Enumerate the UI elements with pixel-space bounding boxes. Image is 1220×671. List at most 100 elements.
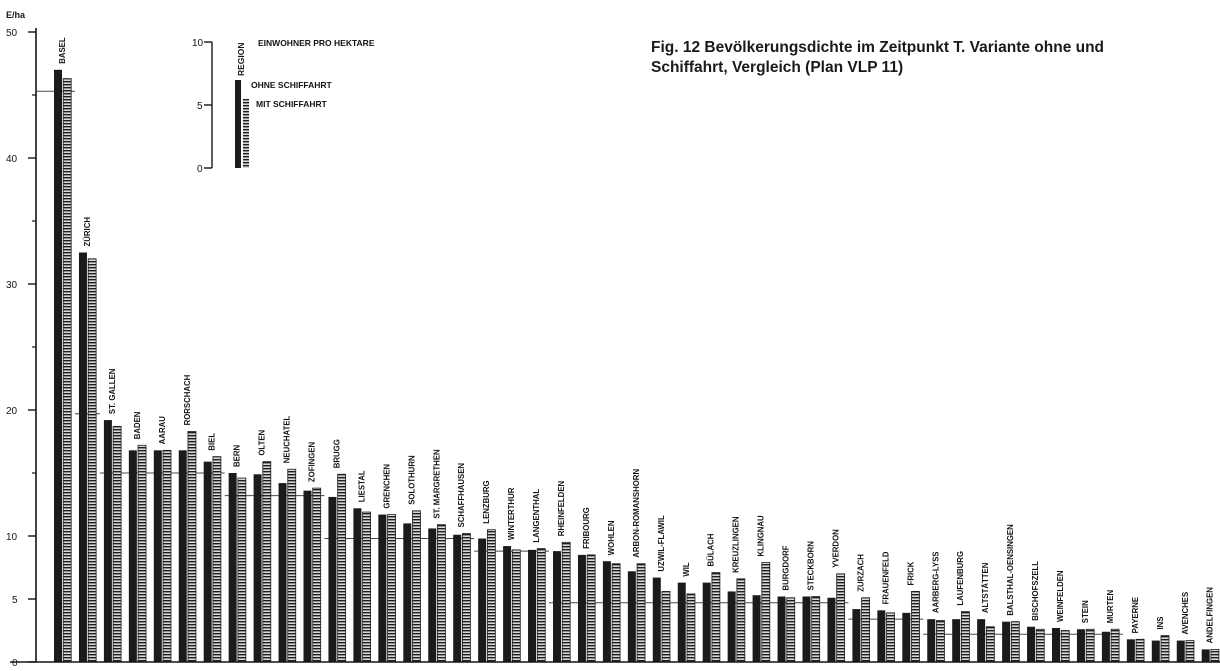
region-label-yverdon: YVERDON	[831, 529, 840, 568]
bar-mit-schiffahrt-zurzach	[861, 597, 870, 663]
region-label-avenches: AVENCHES	[1181, 592, 1190, 635]
bar-mit-schiffahrt-bischofszell	[1035, 628, 1045, 663]
region-label-olten: OLTEN	[258, 429, 267, 455]
y-tick-label-20: 20	[6, 406, 18, 417]
bar-mit-schiffahrt-brugg	[337, 473, 347, 663]
legend-region-label: REGION	[236, 42, 246, 76]
bar-mit-schiffahrt-wohlen	[611, 563, 621, 663]
bar-mit-schiffahrt-altstatten	[985, 626, 995, 663]
bar-mit-schiffahrt-laufenburg	[961, 611, 970, 663]
y-tick-label-30: 30	[6, 280, 18, 291]
region-label-zurich: ZÜRICH	[83, 217, 92, 247]
bar-ohne-schiffahrt-grenchen	[378, 514, 387, 662]
y-axis-unit-label: E/ha	[6, 10, 26, 20]
bar-mit-schiffahrt-murten	[1110, 628, 1120, 663]
region-label-ins: INS	[1156, 617, 1165, 630]
region-label-winterthur: WINTERTHUR	[507, 487, 516, 540]
region-label-andelfingen: ANDELFINGEN	[1206, 587, 1215, 644]
bar-mit-schiffahrt-solothurn	[412, 510, 421, 663]
legend-title: EINWOHNER PRO HEKTARE	[258, 38, 375, 48]
region-label-wohlen: WOHLEN	[607, 520, 616, 555]
bar-ohne-schiffahrt-bern	[228, 473, 237, 662]
bar-ohne-schiffahrt-yverdon	[827, 597, 836, 662]
region-label-bulach: BÜLACH	[707, 533, 716, 566]
bar-mit-schiffahrt-stein	[1085, 628, 1095, 663]
bar-mit-schiffahrt-winterthur	[511, 549, 521, 663]
bar-ohne-schiffahrt-bischofszell	[1027, 626, 1036, 662]
legend-bar-with	[243, 99, 249, 168]
bar-mit-schiffahrt-grenchen	[387, 514, 396, 663]
bar-ohne-schiffahrt-langenthal	[528, 549, 537, 662]
bar-ohne-schiffahrt-olten	[253, 474, 262, 662]
region-label-bischofszell: BISCHOFSZELL	[1031, 561, 1040, 621]
legend-tick-label-10: 10	[192, 38, 204, 49]
region-label-zofingen: ZOFINGEN	[308, 441, 317, 482]
bar-mit-schiffahrt-wil	[686, 593, 696, 663]
y-tick-label-10: 10	[6, 532, 18, 543]
bar-mit-schiffahrt-biel	[212, 456, 222, 663]
legend-bar-without	[235, 80, 241, 168]
region-label-brugg: BRUGG	[332, 439, 341, 468]
bar-mit-schiffahrt-aarberg-lyss	[936, 620, 945, 663]
region-label-zurzach: ZURZACH	[856, 554, 865, 592]
bar-ohne-schiffahrt-winterthur	[503, 546, 512, 662]
bar-ohne-schiffahrt-solothurn	[403, 523, 412, 662]
region-label-steckborn: STECKBORN	[807, 541, 816, 591]
region-label-payerne: PAYERNE	[1131, 597, 1140, 633]
bar-mit-schiffahrt-schaffhausen	[461, 533, 471, 663]
region-label-weinfelden: WEINFELDEN	[1056, 570, 1065, 622]
bar-mit-schiffahrt-burgdorf	[786, 597, 796, 663]
bar-ohne-schiffahrt-rheinfelden	[553, 551, 561, 662]
bar-mit-schiffahrt-basel	[62, 78, 72, 663]
region-label-uzwil-flawil: UZWIL-FLAWIL	[657, 515, 666, 572]
region-label-neuchatel: NEUCHATEL	[283, 415, 292, 463]
bar-mit-schiffahrt-rheinfelden	[561, 541, 571, 663]
region-label-arbon-romanshorn: ARBON-ROMANSHORN	[632, 469, 641, 558]
region-label-solothurn: SOLOTHURN	[407, 455, 416, 505]
region-label-langenthal: LANGENTHAL	[532, 489, 541, 543]
region-label-balsthal-oensingen: BALSTHAL-OENSINGEN	[1006, 524, 1015, 616]
bar-mit-schiffahrt-yverdon	[836, 573, 846, 663]
region-label-schaffhausen: SCHAFFHAUSEN	[457, 463, 466, 528]
bar-ohne-schiffahrt-biel	[203, 461, 212, 662]
bar-mit-schiffahrt-bern	[237, 477, 247, 663]
bar-mit-schiffahrt-kreuzlingen	[736, 578, 746, 663]
region-label-st-margrethen: ST. MARGRETHEN	[432, 449, 441, 519]
bar-ohne-schiffahrt-neuchatel	[278, 483, 287, 662]
y-tick-label-50: 50	[6, 28, 18, 39]
bar-mit-schiffahrt-fribourg	[586, 554, 596, 663]
bar-ohne-schiffahrt-aarau	[153, 450, 162, 662]
legend-series-with: MIT SCHIFFAHRT	[256, 99, 328, 109]
legend-tick-label-5: 5	[197, 101, 203, 112]
bar-ohne-schiffahrt-st-margrethen	[428, 528, 437, 662]
bar-ohne-schiffahrt-wohlen	[602, 561, 611, 662]
bar-mit-schiffahrt-ins	[1160, 635, 1170, 663]
bar-mit-schiffahrt-st-gallen	[112, 425, 122, 663]
region-label-klingnau: KLINGNAU	[757, 515, 766, 557]
region-label-aarau: AARAU	[158, 416, 167, 445]
bar-ohne-schiffahrt-balsthal-oensingen	[1002, 621, 1011, 662]
region-label-bern: BERN	[233, 445, 242, 467]
bar-ohne-schiffahrt-kreuzlingen	[727, 591, 736, 662]
region-label-kreuzlingen: KREUZLINGEN	[732, 516, 741, 573]
bar-mit-schiffahrt-st-margrethen	[437, 524, 446, 663]
bar-ohne-schiffahrt-weinfelden	[1052, 627, 1060, 662]
region-labels: BASEL ZÜRICH ST. GALLEN BADEN AARAU RORSCHACH…	[58, 37, 1215, 643]
bar-ohne-schiffahrt-aarberg-lyss	[927, 619, 936, 662]
bar-ohne-schiffahrt-zofingen	[303, 490, 312, 662]
region-label-laufenburg: LAUFENBURG	[956, 551, 965, 606]
bar-mit-schiffahrt-liestal	[362, 511, 372, 663]
region-label-frauenfeld: FRAUENFELD	[881, 551, 890, 604]
region-label-grenchen: GRENCHEN	[382, 464, 391, 509]
bar-ohne-schiffahrt-arbon-romanshorn	[627, 571, 636, 662]
bar-mit-schiffahrt-lenzburg	[486, 529, 496, 663]
bar-mit-schiffahrt-zurich	[87, 258, 97, 663]
bar-ohne-schiffahrt-frauenfeld	[877, 610, 886, 662]
bar-ohne-schiffahrt-stein	[1076, 629, 1085, 662]
bar-ohne-schiffahrt-schaffhausen	[453, 534, 462, 662]
bar-ohne-schiffahrt-ins	[1151, 640, 1160, 662]
bar-mit-schiffahrt-olten	[262, 461, 272, 663]
y-tick-label-5: 5	[12, 595, 18, 606]
caption-line-1: Fig. 12 Bevölkerungsdichte im Zeitpunkt …	[651, 39, 1105, 56]
